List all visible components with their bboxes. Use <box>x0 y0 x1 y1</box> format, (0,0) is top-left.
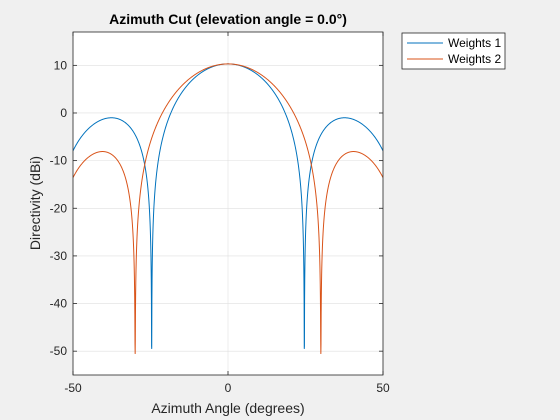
axis-ticks: -50 0 50 -50 -40 -30 -20 -10 0 10 <box>50 32 390 395</box>
x-tick-label: -50 <box>64 381 82 395</box>
y-tick-label: -30 <box>50 249 68 263</box>
x-tick-label: 50 <box>376 381 390 395</box>
y-tick-label: -40 <box>50 297 68 311</box>
series-line-weights-2 <box>73 63 383 355</box>
x-tick-label: 0 <box>225 381 232 395</box>
y-tick-label: -10 <box>50 154 68 168</box>
chart-title: Azimuth Cut (elevation angle = 0.0°) <box>109 11 347 27</box>
legend-label-weights-1: Weights 1 <box>448 36 501 50</box>
legend-box <box>401 32 506 70</box>
y-tick-label: -50 <box>50 344 68 358</box>
y-tick-label: -20 <box>50 201 68 215</box>
legend-label-weights-2: Weights 2 <box>448 52 501 66</box>
y-axis-label: Directivity (dBi) <box>27 156 43 250</box>
y-tick-label: 10 <box>54 58 68 72</box>
y-tick-label: 0 <box>60 106 67 120</box>
series-layer <box>73 63 383 355</box>
legend[interactable]: Weights 1 Weights 2 <box>401 32 506 70</box>
x-axis-label: Azimuth Angle (degrees) <box>151 400 304 416</box>
